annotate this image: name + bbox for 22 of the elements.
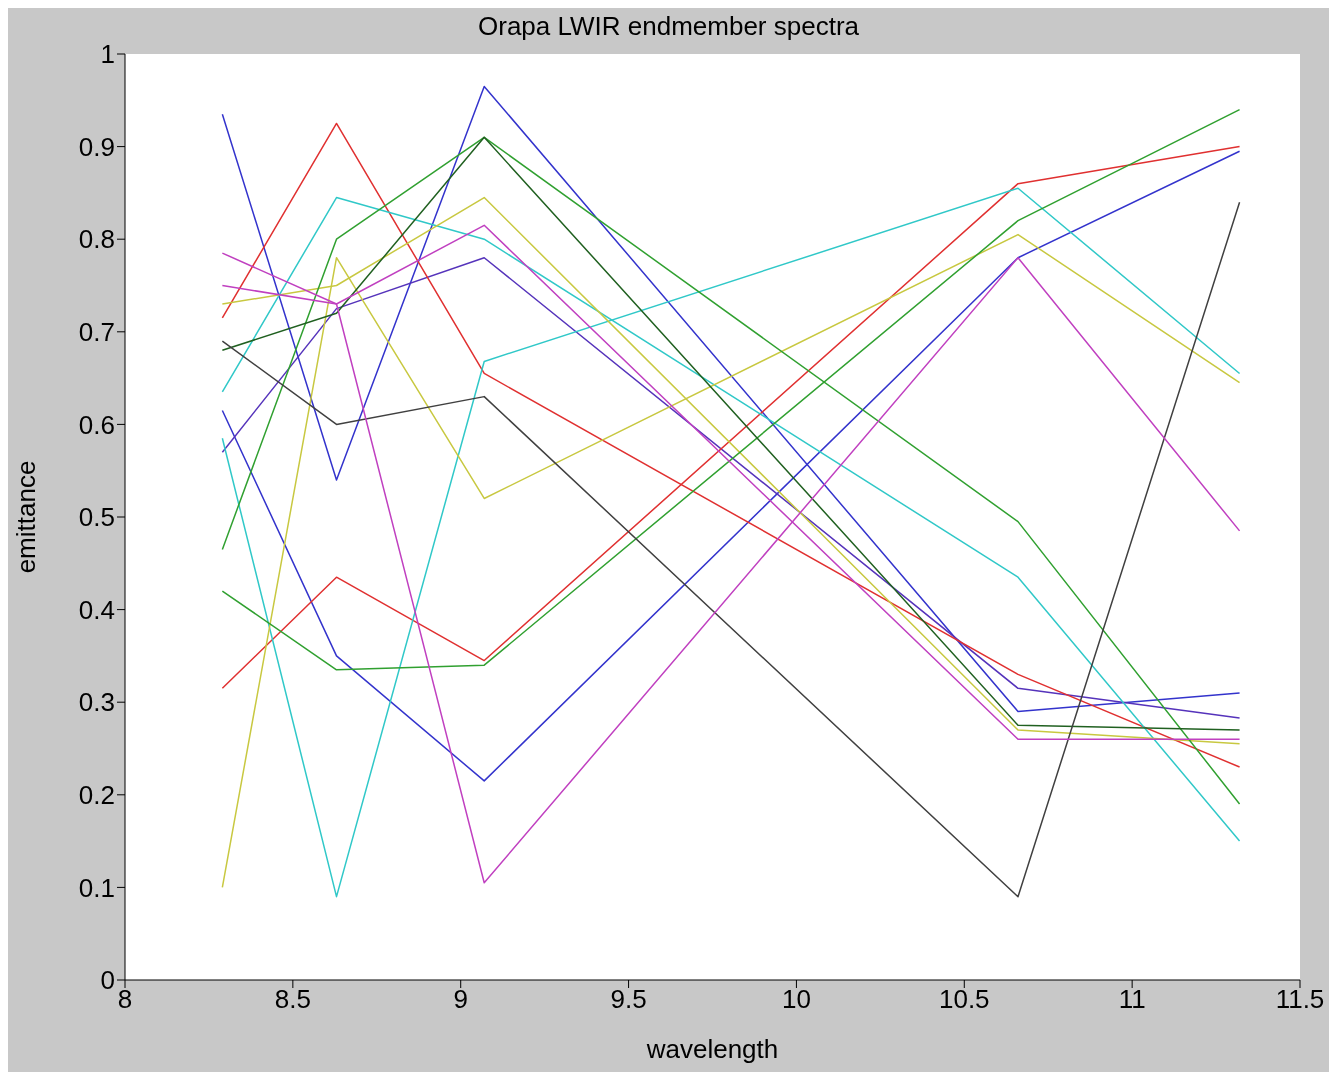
y-tick-label: 0: [100, 965, 115, 996]
y-tick-label: 0.6: [78, 409, 115, 440]
chart-title: Orapa LWIR endmember spectra: [478, 11, 859, 41]
y-tick-label: 0.9: [78, 131, 115, 162]
y-tick-label: 0.2: [78, 780, 115, 811]
y-axis-title: emittance: [11, 460, 42, 574]
y-tick-label: 0.5: [78, 502, 115, 533]
x-axis-title: wavelength: [645, 1034, 779, 1064]
y-tick-label: 0.3: [78, 687, 115, 718]
x-tick-label: 8: [117, 984, 133, 1015]
y-tick-label: 0.4: [78, 594, 115, 625]
x-tick-label: 9: [453, 984, 468, 1015]
x-tick-label: 10.5: [938, 984, 990, 1015]
x-tick-label: 11.5: [1275, 984, 1325, 1015]
y-tick-label: 0.1: [78, 872, 115, 903]
x-tick-label: 10: [781, 984, 811, 1015]
x-tick-label: 8.5: [274, 984, 311, 1015]
x-tick-label: 11: [1118, 984, 1146, 1015]
y-tick-label: 0.8: [78, 224, 115, 255]
x-tick-label: 9.5: [610, 984, 647, 1015]
y-tick-label: 1: [100, 39, 115, 70]
y-tick-label: 0.7: [78, 317, 115, 348]
